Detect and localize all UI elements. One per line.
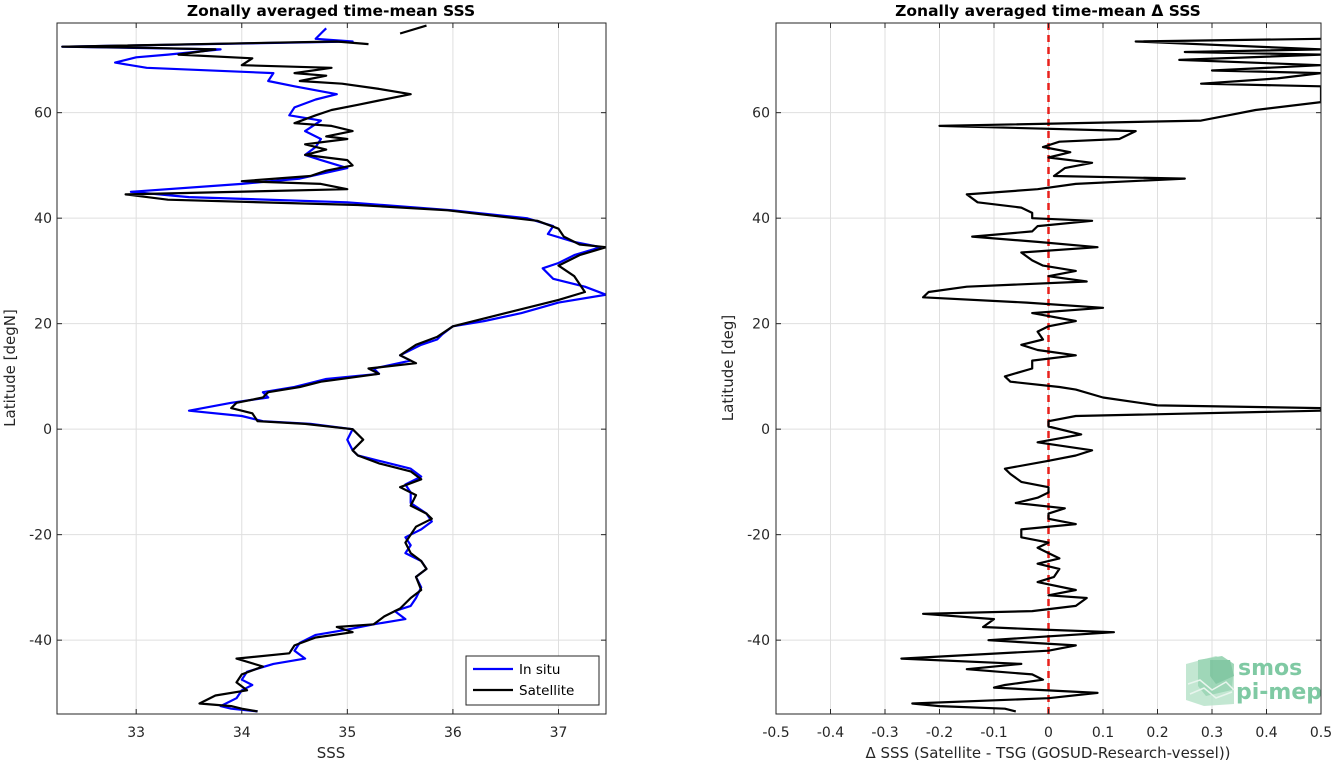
left-x-tick-label: 37 — [550, 725, 568, 741]
right-x-tick-label: -0.3 — [871, 725, 898, 741]
right-y-axis-label: Latitude [deg] — [719, 315, 737, 421]
right-x-tick-label: 0.4 — [1255, 725, 1277, 741]
left-x-axis-label: SSS — [317, 744, 346, 762]
left-x-tick-label: 36 — [444, 725, 462, 741]
right-grid — [775, 23, 1322, 714]
right-x-tick-label: -0.1 — [980, 725, 1007, 741]
right-chart-title: Zonally averaged time-mean Δ SSS — [895, 2, 1201, 20]
left-y-axis-label: Latitude [degN] — [1, 309, 19, 427]
left-line-series-2 — [399, 24, 427, 35]
right-x-axis-label: Δ SSS (Satellite - TSG (GOSUD-Research-v… — [865, 744, 1230, 762]
right-x-tick-label: -0.5 — [762, 725, 789, 741]
right-x-tick-label: 0.3 — [1201, 725, 1223, 741]
right-x-tick-label: 0.2 — [1146, 725, 1168, 741]
right-x-tick-label: 0.1 — [1092, 725, 1114, 741]
logo-text-pi-mep: pi-mep — [1236, 680, 1322, 705]
left-y-tick-label: -20 — [29, 528, 52, 544]
right-y-tick-label: 20 — [752, 317, 770, 333]
left-ticks: 33 34 35 36 37 -40 -20 0 20 40 60 — [29, 23, 606, 741]
right-x-tick-label: -0.4 — [817, 725, 844, 741]
right-line-series-0 — [900, 37, 1321, 713]
left-data-lines — [61, 24, 606, 713]
right-x-tick-label: -0.2 — [926, 725, 953, 741]
right-data-lines — [900, 23, 1321, 714]
left-x-tick-label: 33 — [127, 725, 145, 741]
left-chart-panel: 33 34 35 36 37 -40 -20 0 20 40 60 Zonally averaged… — [1, 2, 607, 762]
right-y-tick-label: 60 — [752, 106, 770, 122]
right-ticks: -0.5 -0.4 -0.3 -0.2 -0.1 0 0.1 0.2 0.3 0.4 0.5 -40 -… — [747, 23, 1332, 741]
left-y-tick-label: -40 — [29, 633, 52, 649]
left-chart-title: Zonally averaged time-mean SSS — [187, 2, 475, 20]
smos-pi-mep-logo: smos pi-mep — [1186, 656, 1322, 706]
logo-text-smos: smos — [1238, 656, 1302, 681]
left-legend: In situ Satellite — [465, 655, 600, 706]
legend-label-in-situ: In situ — [519, 662, 560, 678]
legend-box — [465, 655, 600, 706]
left-y-tick-label: 40 — [34, 211, 52, 227]
right-y-tick-label: 40 — [752, 211, 770, 227]
right-x-tick-label: 0.5 — [1310, 725, 1332, 741]
logo-mark-icon — [1186, 656, 1235, 706]
right-chart-panel: smos pi-mep -0.5 -0.4 -0.3 -0.2 -0.1 0 0.1 0.2 0… — [719, 2, 1332, 762]
left-y-tick-label: 20 — [34, 317, 52, 333]
left-line-in-situ — [61, 27, 606, 713]
right-y-tick-label: 0 — [761, 422, 770, 438]
left-y-tick-label: 0 — [43, 422, 52, 438]
right-x-tick-label: 0 — [1044, 725, 1053, 741]
left-plot-frame — [56, 22, 607, 715]
left-y-tick-label: 60 — [34, 106, 52, 122]
right-y-tick-label: -20 — [747, 528, 770, 544]
left-x-tick-label: 35 — [338, 725, 356, 741]
left-line-satellite — [61, 40, 606, 713]
right-y-tick-label: -40 — [747, 633, 770, 649]
legend-label-satellite: Satellite — [519, 683, 574, 699]
left-x-tick-label: 34 — [233, 725, 251, 741]
